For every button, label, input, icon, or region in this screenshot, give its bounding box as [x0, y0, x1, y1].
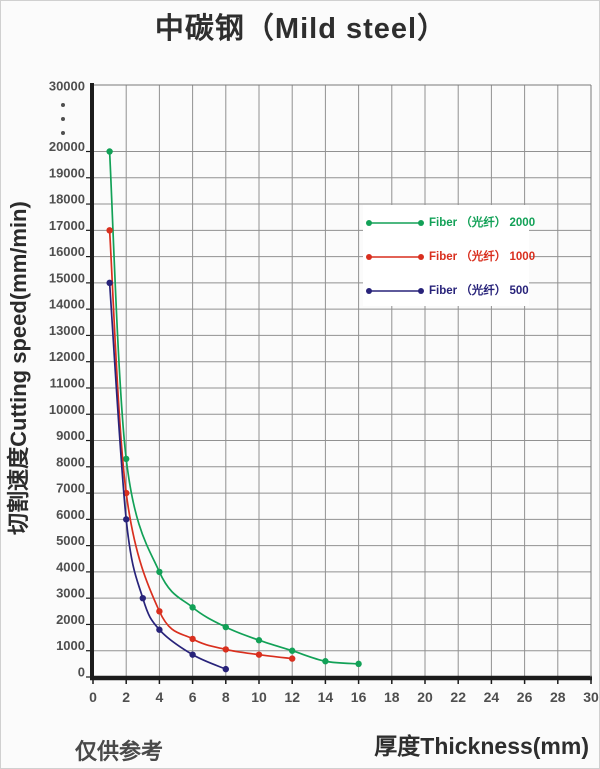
y-tick-label: 20000: [49, 139, 85, 154]
y-tick-label: 16000: [49, 244, 85, 259]
legend-entry: Fiber （光纤） 2000: [366, 215, 535, 229]
x-tick-label: 8: [222, 689, 230, 705]
axis-break-dot: [61, 131, 65, 135]
y-tick-label: 2000: [56, 612, 85, 627]
y-axis-break-label: 30000: [49, 79, 85, 94]
data-point: [289, 655, 296, 662]
x-tick-label: 12: [284, 689, 300, 705]
legend-entry: Fiber （光纤） 1000: [366, 249, 535, 263]
data-point: [106, 279, 113, 287]
y-tick-label: 14000: [49, 297, 85, 312]
y-tick-label: 0: [78, 665, 85, 680]
chart-title: 中碳钢（Mild steel）: [154, 13, 448, 45]
x-tick-label: 16: [351, 689, 367, 705]
y-tick-label: 6000: [56, 507, 85, 522]
data-point: [289, 647, 296, 654]
series-fiber-500: [106, 279, 229, 673]
y-tick-label: 8000: [56, 454, 85, 469]
x-tick-label: 20: [417, 689, 433, 705]
data-point: [106, 148, 113, 155]
x-tick-label: 30: [583, 689, 599, 705]
data-point: [222, 623, 229, 631]
series-fiber-1000: [106, 227, 296, 662]
data-point: [123, 516, 130, 523]
data-point: [189, 651, 196, 658]
y-tick-label: 12000: [49, 349, 85, 364]
data-point: [255, 651, 263, 658]
axis-break-dot: [61, 103, 65, 107]
axes: [90, 83, 592, 681]
y-tick-label: 19000: [49, 165, 85, 180]
data-point: [189, 604, 196, 611]
legend-entry: Fiber （光纤） 500: [366, 283, 529, 297]
data-point: [139, 594, 146, 602]
data-point: [156, 608, 163, 615]
y-tick-label: 15000: [49, 270, 85, 285]
y-tick-label: 17000: [49, 218, 85, 233]
y-tick-label: 13000: [49, 323, 85, 338]
x-tick-label: 28: [550, 689, 566, 705]
axis-break-dot: [61, 117, 65, 121]
y-tick-label: 18000: [49, 192, 85, 207]
x-tick-label: 18: [384, 689, 400, 705]
data-point: [156, 626, 163, 633]
series-fiber-2000: [106, 148, 362, 668]
y-tick-label: 1000: [56, 638, 85, 653]
legend-label: Fiber （光纤） 500: [429, 283, 529, 297]
legend-label: Fiber （光纤） 1000: [429, 249, 535, 263]
data-point: [189, 635, 196, 643]
x-tick-label: 22: [450, 689, 466, 705]
y-tick-label: 9000: [56, 428, 85, 443]
y-axis-title: 切割速度Cutting speed(mm/min): [6, 201, 31, 535]
x-tick-label: 26: [517, 689, 533, 705]
x-tick-label: 10: [251, 689, 267, 705]
legend-label: Fiber （光纤） 2000: [429, 215, 535, 229]
data-point: [123, 455, 130, 463]
data-point: [322, 658, 329, 665]
x-tick-label: 24: [484, 689, 500, 705]
grid-lines: [93, 84, 592, 677]
y-tick-label: 11000: [50, 375, 85, 390]
data-point: [106, 227, 113, 234]
x-axis-title: 厚度Thickness(mm): [374, 733, 589, 759]
x-tick-label: 2: [122, 689, 130, 705]
y-axis-ticks: 0 1000 2000 3000 4000 5000 6000 7000 8000 9000 100…: [49, 79, 90, 680]
y-tick-label: 5000: [56, 533, 85, 548]
y-tick-label: 4000: [56, 559, 85, 574]
x-tick-label: 6: [189, 689, 197, 705]
data-point: [255, 637, 263, 644]
x-tick-label: 14: [318, 689, 334, 705]
legend-background: [363, 205, 529, 306]
y-tick-label: 7000: [56, 481, 85, 496]
data-point: [355, 660, 362, 668]
y-tick-label: 3000: [56, 586, 85, 601]
reference-note: 仅供参考: [75, 739, 164, 764]
x-tick-label: 0: [89, 689, 97, 705]
data-point: [222, 665, 229, 673]
y-tick-label: 10000: [49, 402, 85, 417]
data-point: [222, 646, 229, 653]
x-tick-label: 4: [156, 689, 164, 705]
x-axis-ticks: 0 2 4 6 8 10 12 14 16 18 20 22 24 26 28 30: [89, 680, 599, 705]
data-point: [156, 568, 163, 576]
